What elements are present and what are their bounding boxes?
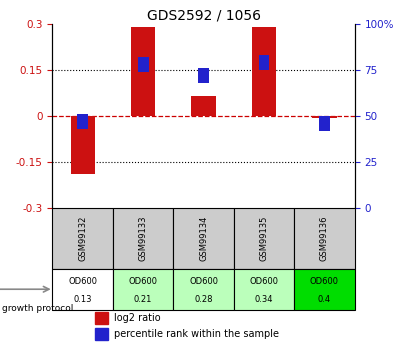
Bar	[113, 268, 173, 310]
Bar	[71, 116, 95, 175]
Bar	[138, 57, 149, 72]
Bar	[191, 96, 216, 116]
Text: 0.28: 0.28	[194, 295, 213, 304]
Bar	[52, 208, 113, 268]
Bar	[52, 268, 113, 310]
Text: growth protocol: growth protocol	[2, 304, 73, 313]
Text: OD600: OD600	[129, 277, 158, 286]
Text: 0.21: 0.21	[134, 295, 152, 304]
Text: log2 ratio: log2 ratio	[114, 313, 161, 323]
Text: GSM99133: GSM99133	[139, 216, 147, 261]
Text: 0.34: 0.34	[255, 295, 273, 304]
Bar	[77, 114, 88, 129]
Bar	[113, 208, 173, 268]
Bar	[259, 56, 270, 70]
Bar	[173, 268, 234, 310]
Text: OD600: OD600	[189, 277, 218, 286]
Text: 0.4: 0.4	[318, 295, 331, 304]
Text: GSM99135: GSM99135	[260, 216, 268, 261]
Bar	[198, 68, 209, 83]
Bar	[252, 27, 276, 116]
Bar	[95, 312, 108, 324]
Text: GSM99134: GSM99134	[199, 216, 208, 261]
Bar	[294, 208, 355, 268]
Bar	[95, 328, 108, 340]
Bar	[294, 268, 355, 310]
Text: GSM99132: GSM99132	[78, 216, 87, 261]
Bar	[319, 116, 330, 131]
Text: 0.13: 0.13	[73, 295, 92, 304]
Bar	[234, 268, 294, 310]
Title: GDS2592 / 1056: GDS2592 / 1056	[147, 9, 260, 23]
Text: GSM99136: GSM99136	[320, 216, 329, 261]
Bar	[131, 27, 155, 116]
Bar	[312, 116, 337, 118]
Bar	[173, 208, 234, 268]
Bar	[234, 208, 294, 268]
Text: percentile rank within the sample: percentile rank within the sample	[114, 329, 279, 339]
Text: OD600: OD600	[68, 277, 97, 286]
Text: OD600: OD600	[310, 277, 339, 286]
Text: OD600: OD600	[249, 277, 278, 286]
